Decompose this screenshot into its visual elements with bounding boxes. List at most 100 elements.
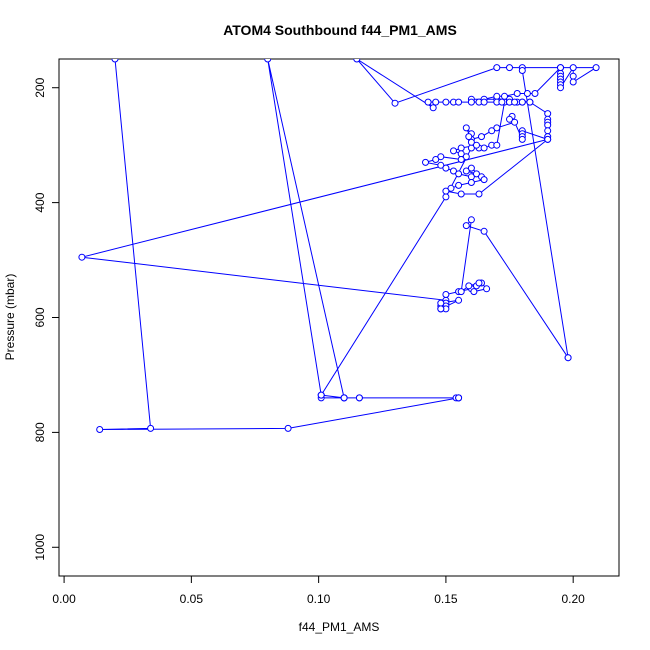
x-axis: 0.00 0.05 0.10 0.15 0.20 <box>52 575 586 606</box>
data-point <box>480 144 488 152</box>
data-point <box>78 253 86 261</box>
data-point <box>437 161 445 169</box>
data-point <box>523 90 531 97</box>
data-point <box>457 156 465 163</box>
data-point <box>450 167 457 175</box>
data-point <box>501 92 508 100</box>
data-point <box>506 115 513 123</box>
x-tick-label: 0.15 <box>434 592 458 606</box>
y-tick-label: 200 <box>33 77 47 97</box>
data-point <box>437 299 445 307</box>
data-point <box>518 98 526 106</box>
y-axis-label: Pressure (mbar) <box>3 274 17 361</box>
data-point <box>569 78 577 86</box>
data-layer <box>78 59 600 433</box>
x-axis-label: f44_PM1_AMS <box>299 620 380 634</box>
data-point <box>480 176 488 184</box>
y-tick-label: 600 <box>33 307 47 327</box>
data-point <box>544 110 552 118</box>
y-axis: 200 400 600 800 1000 <box>33 77 60 561</box>
data-point <box>511 98 519 106</box>
data-point <box>455 296 463 304</box>
data-point <box>531 90 539 97</box>
data-point <box>473 141 480 149</box>
data-point <box>465 282 473 290</box>
data-point <box>480 227 488 235</box>
data-point <box>544 127 552 135</box>
data-point <box>526 98 534 106</box>
data-point <box>340 394 348 402</box>
data-point <box>488 127 496 135</box>
data-point <box>475 190 483 198</box>
data-point <box>457 190 465 198</box>
data-point <box>475 279 483 287</box>
data-point <box>467 98 475 106</box>
data-point <box>355 394 363 402</box>
data-point <box>518 135 526 143</box>
data-point <box>429 104 437 112</box>
data-point <box>557 64 564 72</box>
data-point <box>353 59 361 63</box>
x-tick-label: 0.00 <box>52 592 76 606</box>
data-point <box>264 59 272 63</box>
data-point <box>437 305 445 313</box>
data-point <box>462 222 470 230</box>
y-tick-label: 1000 <box>33 534 47 561</box>
data-point <box>493 124 501 132</box>
data-point <box>480 98 488 106</box>
data-point <box>447 184 455 192</box>
data-point <box>422 158 429 166</box>
data-point <box>457 288 465 296</box>
data-point <box>467 216 475 224</box>
data-point <box>284 424 292 432</box>
data-point <box>569 72 577 80</box>
x-tick-label: 0.20 <box>562 592 586 606</box>
data-point <box>450 147 457 155</box>
data-point <box>432 98 440 106</box>
series-line <box>81 59 598 430</box>
data-point <box>513 90 521 97</box>
data-point <box>455 181 463 189</box>
y-tick-label: 400 <box>33 192 47 212</box>
data-point <box>483 285 491 293</box>
data-point <box>465 133 473 141</box>
data-point <box>424 98 432 106</box>
data-point <box>317 391 325 399</box>
data-point <box>493 92 501 100</box>
data-point <box>442 98 450 106</box>
data-point <box>442 193 450 201</box>
y-tick-label: 800 <box>33 422 47 442</box>
data-point <box>564 354 572 362</box>
data-point <box>457 144 465 152</box>
data-point <box>432 156 440 163</box>
plot-frame <box>58 58 620 577</box>
data-point <box>506 64 513 72</box>
data-point <box>511 118 519 126</box>
data-point <box>391 99 399 107</box>
data-point <box>493 141 501 149</box>
data-point <box>111 59 119 63</box>
data-point <box>478 133 485 141</box>
data-point <box>470 288 478 296</box>
data-point <box>473 170 480 178</box>
data-point <box>498 98 506 106</box>
data-point <box>544 135 552 143</box>
data-point <box>467 164 475 172</box>
data-point <box>557 84 564 92</box>
x-tick-label: 0.10 <box>307 592 331 606</box>
x-tick-label: 0.05 <box>180 592 204 606</box>
data-point <box>462 167 470 175</box>
data-point <box>462 124 470 132</box>
data-point <box>493 64 501 72</box>
data-point <box>467 138 475 146</box>
data-point <box>442 291 450 298</box>
data-point <box>467 179 475 186</box>
data-point <box>455 98 463 106</box>
data-point <box>592 64 600 72</box>
data-point <box>455 394 463 402</box>
data-point <box>455 170 463 178</box>
chart-title: ATOM4 Southbound f44_PM1_AMS <box>223 22 457 38</box>
data-point <box>518 67 526 74</box>
data-point <box>147 424 155 432</box>
